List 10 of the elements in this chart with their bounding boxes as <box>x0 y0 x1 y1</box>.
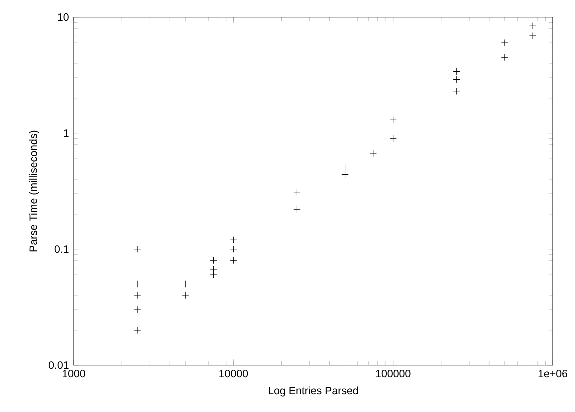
x-axis-title: Log Entries Parsed <box>269 386 358 397</box>
y-tick-label: 0.1 <box>54 246 69 254</box>
y-tick-label: 0.01 <box>48 362 69 370</box>
x-tick-label: 100000 <box>376 370 411 378</box>
y-axis-title: Parse Time (milliseconds) <box>29 130 40 252</box>
x-tick-label: 10000 <box>220 370 248 378</box>
y-tick-label: 10 <box>58 14 69 22</box>
y-tick-label: 1 <box>64 130 69 138</box>
x-tick-label: 1e+06 <box>538 370 568 378</box>
x-tick-label: 1000 <box>62 370 86 378</box>
